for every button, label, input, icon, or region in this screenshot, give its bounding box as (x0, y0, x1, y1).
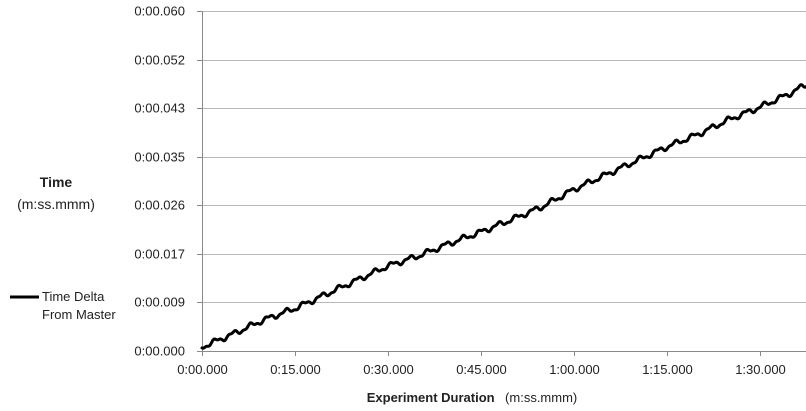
y-tick-label: 0:00.026 (134, 198, 185, 213)
x-axis-title: Experiment Duration (m:ss.mmm) (367, 389, 578, 406)
y-tick-label: 0:00.000 (134, 344, 185, 359)
y-tick-label: 0:00.009 (134, 295, 185, 310)
y-tick-label: 0:00.035 (134, 150, 185, 165)
legend: Time Delta From Master (10, 289, 116, 322)
x-tick-label: 0:00.000 (177, 362, 228, 377)
x-axis-title-main: Experiment Duration (367, 390, 495, 405)
x-tick-label: 0:45.000 (456, 362, 507, 377)
y-tick-label: 0:00.060 (134, 4, 185, 19)
x-tick-label: 1:00.000 (549, 362, 600, 377)
series-layer (200, 83, 806, 350)
y-tick-label: 0:00.017 (134, 247, 185, 262)
x-tick-label: 0:30.000 (363, 362, 414, 377)
x-axis-title-unit: (m:ss.mmm) (505, 390, 577, 405)
legend-label-line-2: From Master (42, 307, 116, 322)
grid-lines (197, 11, 806, 352)
y-tick-label: 0:00.052 (134, 53, 185, 68)
series-line-0 (200, 83, 806, 350)
y-axis-unit: (m:ss.mmm) (17, 196, 95, 212)
axes (202, 11, 806, 356)
x-tick-label: 1:30.000 (735, 362, 786, 377)
x-tick-label: 1:15.000 (642, 362, 693, 377)
y-tick-labels: 0:00.000 0:00.009 0:00.017 0:00.026 0:00.035… (134, 4, 185, 359)
legend-label-line-1: Time Delta (42, 289, 105, 304)
y-tick-label: 0:00.043 (134, 101, 185, 116)
y-axis-title: Time (40, 174, 73, 190)
x-tick-labels: 0:00.000 0:15.000 0:30.000 0:45.000 1:00.000… (177, 362, 786, 377)
x-tick-label: 0:15.000 (270, 362, 321, 377)
